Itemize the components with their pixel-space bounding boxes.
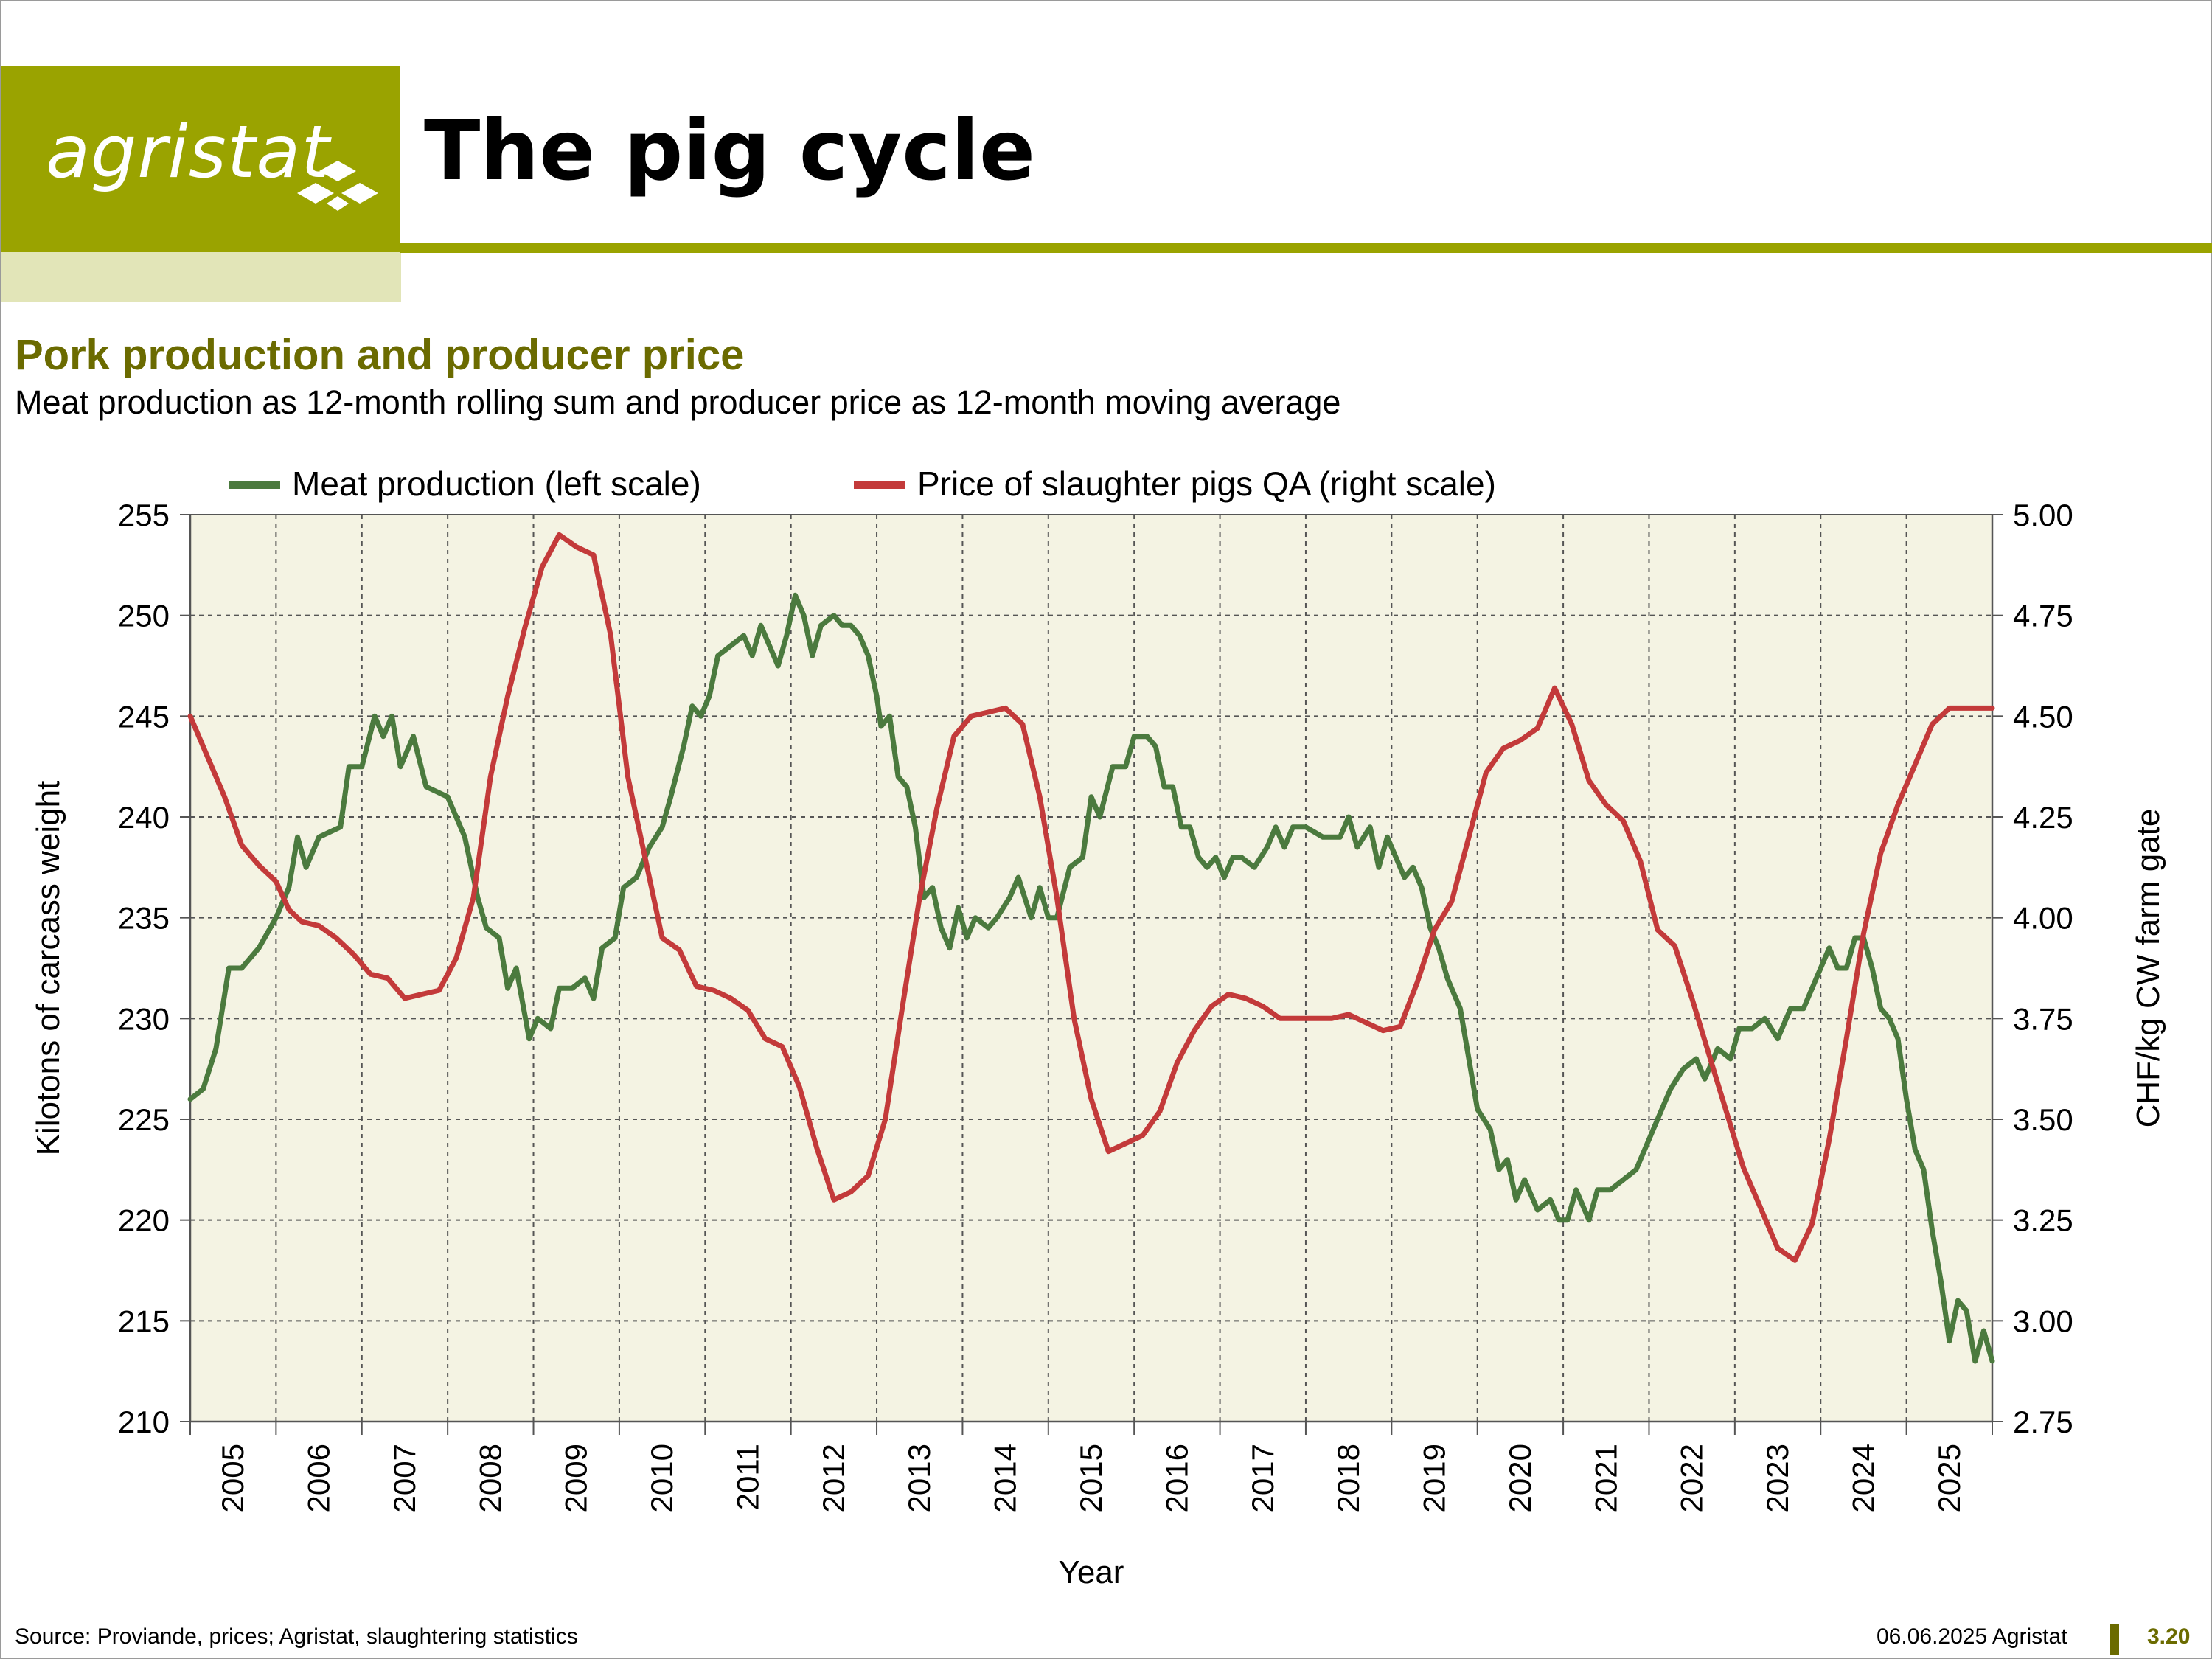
left-tick-label: 225 (118, 1102, 170, 1137)
right-tick-label: 4.75 (2013, 599, 2073, 633)
footer-page-number: 3.20 (2147, 1624, 2191, 1649)
chart-title: Pork production and producer price (15, 331, 745, 379)
right-tick-label: 4.25 (2013, 800, 2073, 835)
logo-block (1, 66, 400, 252)
x-tick-label: 2008 (473, 1444, 507, 1512)
x-tick-label: 2005 (215, 1444, 250, 1512)
footer-divider (2110, 1624, 2119, 1655)
x-tick-label: 2019 (1417, 1444, 1452, 1512)
footer-source: Source: Proviande, prices; Agristat, sla… (15, 1624, 578, 1649)
x-axis-title: Year (1059, 1554, 1124, 1590)
x-tick-label: 2024 (1846, 1444, 1880, 1512)
right-tick-label: 3.00 (2013, 1304, 2073, 1338)
right-tick-label: 4.50 (2013, 699, 2073, 734)
left-tick-label: 235 (118, 901, 170, 936)
x-tick-label: 2015 (1074, 1444, 1108, 1512)
header-rule (400, 243, 2212, 253)
legend-label-price: Price of slaughter pigs QA (right scale) (917, 465, 1496, 503)
x-tick-label: 2018 (1331, 1444, 1366, 1512)
pig-cycle-chart: 210 2.75 215 3.00 220 3.25 225 3.50 230 3.75 235 4.… (30, 465, 2166, 1590)
series-line-meat-production (187, 592, 1995, 1364)
y-axis-title-left: Kilotons of carcass weight (30, 781, 66, 1156)
y-axis-title-right: CHF/kg CW farm gate (2130, 809, 2166, 1128)
x-tick-label: 2020 (1503, 1444, 1537, 1512)
x-tick-label: 2006 (302, 1444, 336, 1512)
x-tick-label: 2022 (1674, 1444, 1709, 1512)
x-tick-label: 2012 (816, 1444, 851, 1512)
left-tick-label: 230 (118, 1001, 170, 1036)
left-tick-label: 210 (118, 1405, 170, 1439)
right-tick-label: 4.00 (2013, 901, 2073, 936)
right-tick-label: 2.75 (2013, 1405, 2073, 1439)
x-tick-label: 2021 (1588, 1444, 1623, 1512)
series-line-pig-price (187, 532, 1995, 1263)
right-tick-label: 3.75 (2013, 1001, 2073, 1036)
right-tick-label: 3.50 (2013, 1102, 2073, 1137)
x-tick-label: 2007 (387, 1444, 422, 1512)
legend-label-meat: Meat production (left scale) (292, 465, 701, 503)
x-tick-label: 2017 (1245, 1444, 1280, 1512)
x-tick-label: 2013 (902, 1444, 936, 1512)
left-tick-label: 245 (118, 699, 170, 734)
x-tick-label: 2016 (1159, 1444, 1194, 1512)
left-tick-label: 220 (118, 1203, 170, 1238)
right-tick-label: 3.25 (2013, 1203, 2073, 1238)
x-tick-label: 2014 (988, 1444, 1023, 1512)
x-tick-label: 2025 (1932, 1444, 1966, 1512)
page-title: The pig cycle (424, 103, 1035, 199)
x-tick-label: 2009 (559, 1444, 594, 1512)
x-tick-label: 2011 (730, 1444, 765, 1510)
logo-accent-strip (1, 252, 401, 302)
footer-date: 06.06.2025 Agristat (1877, 1624, 2067, 1649)
logo-diamond-icon (297, 161, 378, 211)
x-tick-label: 2023 (1760, 1444, 1795, 1512)
left-tick-label: 215 (118, 1304, 170, 1338)
x-tick-label: 2010 (644, 1444, 679, 1512)
left-tick-label: 250 (118, 599, 170, 633)
logo-text: agristat (46, 111, 330, 195)
left-tick-label: 255 (118, 498, 170, 532)
left-tick-label: 240 (118, 800, 170, 835)
right-tick-label: 5.00 (2013, 498, 2073, 532)
plot-area (190, 515, 1992, 1422)
chart-subtitle: Meat production as 12-month rolling sum … (15, 383, 1341, 421)
